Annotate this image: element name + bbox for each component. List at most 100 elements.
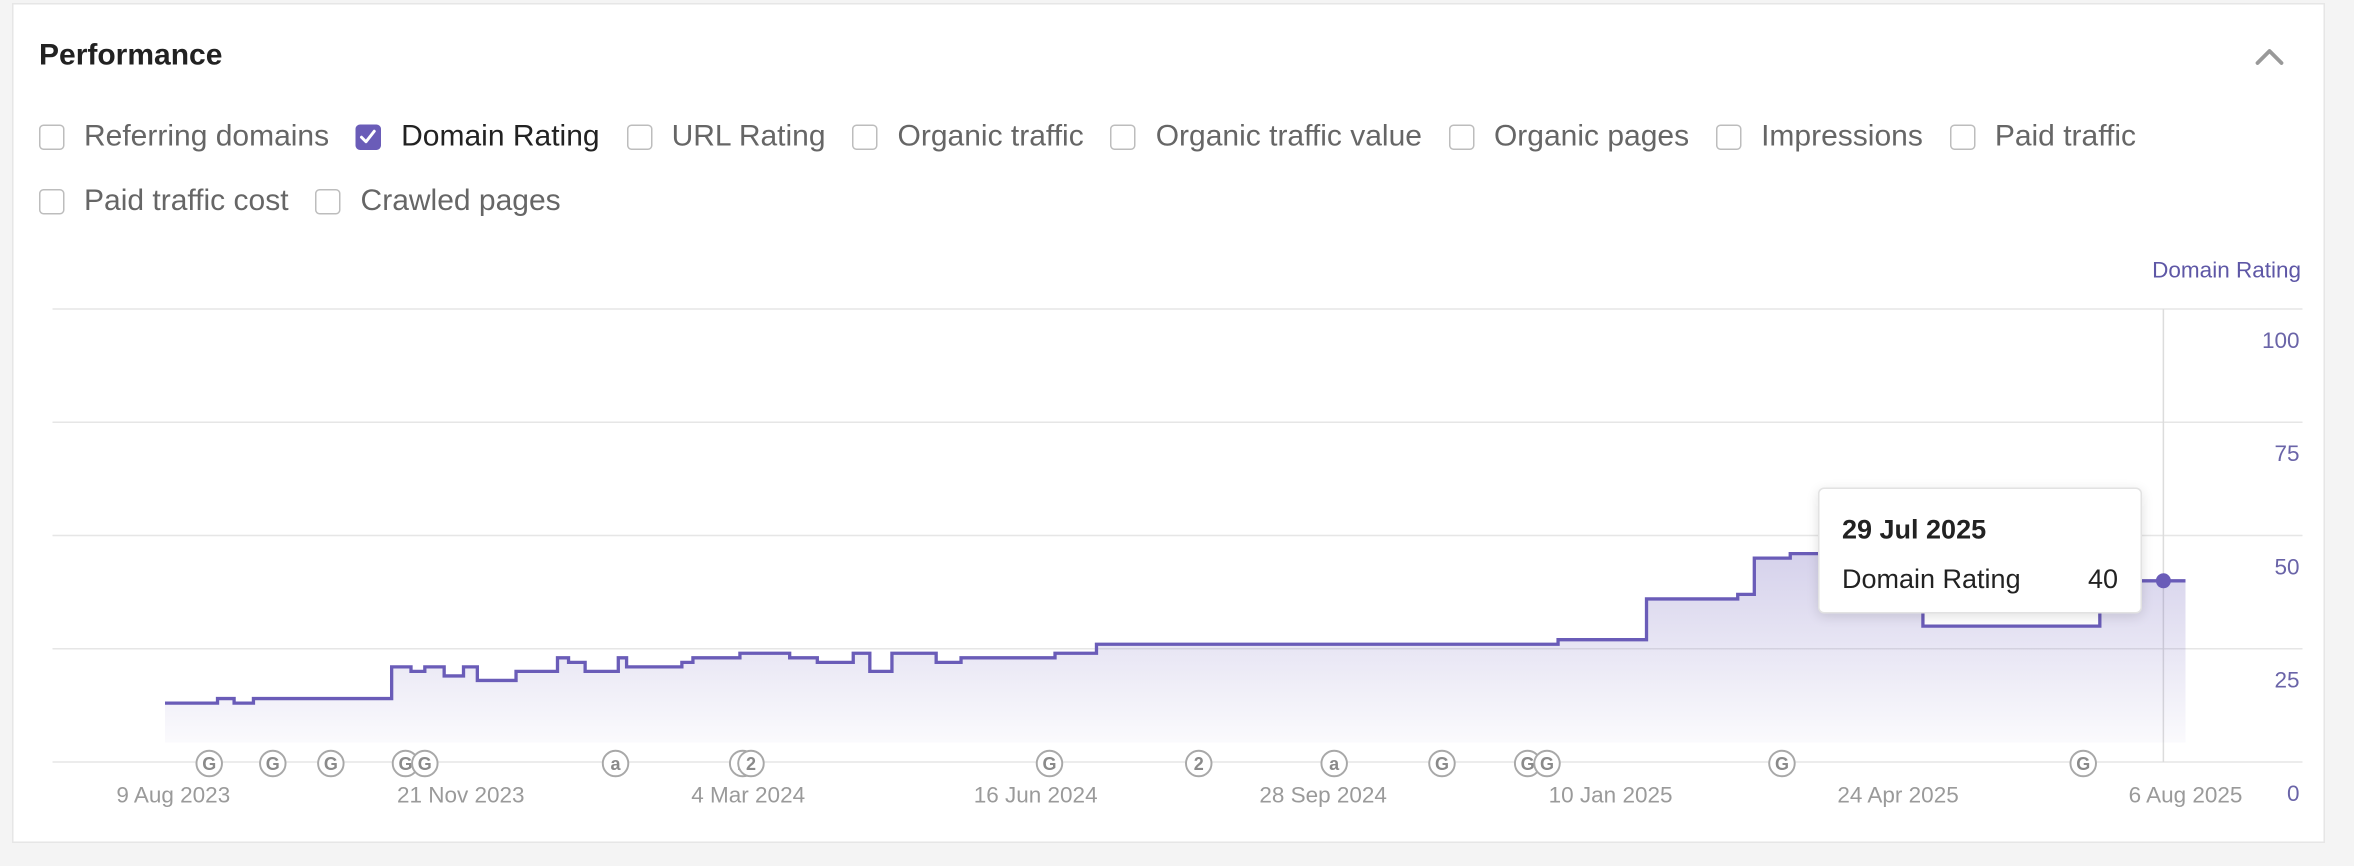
checkbox-box bbox=[356, 123, 382, 150]
annotation[interactable]: a bbox=[1320, 749, 1348, 778]
annotation-label: G bbox=[202, 754, 216, 774]
annotation-circle bbox=[737, 749, 765, 778]
checkbox-box bbox=[1110, 123, 1137, 150]
area bbox=[165, 553, 2186, 743]
checkbox-label: Domain Rating bbox=[401, 119, 600, 153]
checkbox-label: Impressions bbox=[1761, 119, 1923, 153]
annotation-circle bbox=[2069, 749, 2097, 778]
x-tick-label: 4 Mar 2024 bbox=[691, 782, 805, 807]
annotation[interactable]: a bbox=[601, 749, 630, 778]
annotation[interactable]: G bbox=[317, 749, 345, 778]
annotation-circle bbox=[1035, 749, 1064, 778]
annotation-label: G bbox=[398, 754, 412, 774]
annotation-circle bbox=[259, 749, 287, 778]
metric-checkbox[interactable]: Paid traffic bbox=[1949, 114, 2136, 159]
metric-checkbox[interactable]: Referring domains bbox=[39, 114, 329, 159]
checkbox-label: Paid traffic cost bbox=[84, 183, 289, 217]
annotation[interactable]: G bbox=[2069, 749, 2097, 778]
metric-checkbox[interactable]: Crawled pages bbox=[315, 179, 561, 224]
annotation[interactable]: G bbox=[259, 749, 287, 778]
annotation-circle bbox=[601, 749, 630, 778]
x-tick-label: 6 Aug 2025 bbox=[2129, 782, 2243, 807]
metric-checkbox[interactable]: Impressions bbox=[1716, 114, 1923, 159]
annotation[interactable]: G bbox=[1035, 749, 1064, 778]
checkbox-box bbox=[39, 123, 65, 150]
annotation-label: G bbox=[1521, 754, 1535, 774]
checkbox-label: URL Rating bbox=[671, 119, 826, 153]
tooltip-value: 40 bbox=[2087, 564, 2118, 594]
annotation-label: G bbox=[1435, 754, 1449, 774]
annotation-label: 2 bbox=[746, 754, 756, 774]
y-axis-title: Domain Rating bbox=[2152, 257, 2301, 282]
checkbox-box bbox=[1448, 123, 1475, 150]
checkbox-box bbox=[852, 123, 879, 150]
annotation-label: 2 bbox=[1194, 754, 1204, 774]
annotation-label: G bbox=[324, 754, 338, 774]
annotation-circle bbox=[1533, 749, 1561, 778]
tooltip-series: Domain Rating bbox=[1842, 564, 2021, 594]
x-tick-label: 24 Apr 2025 bbox=[1837, 782, 1958, 807]
annotation-circle bbox=[1428, 749, 1456, 778]
annotation[interactable]: G bbox=[391, 749, 420, 778]
metric-checkbox[interactable]: Organic traffic bbox=[852, 114, 1084, 159]
line bbox=[165, 551, 2186, 705]
annotation[interactable]: 2 bbox=[1185, 749, 1213, 778]
checkbox-box bbox=[1949, 123, 1976, 150]
annotation[interactable]: G bbox=[1428, 749, 1456, 778]
y-tick-label: 100 bbox=[2262, 328, 2300, 353]
annotation-circle bbox=[317, 749, 345, 778]
annotation-circle bbox=[1185, 749, 1213, 778]
checkbox-label: Organic traffic bbox=[897, 119, 1084, 153]
check-icon bbox=[360, 129, 377, 143]
x-tick-label: 28 Sep 2024 bbox=[1259, 782, 1387, 807]
annotation-label: a bbox=[611, 754, 622, 774]
panel-title: Performance bbox=[39, 39, 223, 72]
metric-checkbox[interactable]: Organic traffic value bbox=[1110, 114, 1422, 159]
annotation-label: G bbox=[1775, 754, 1789, 774]
annotation-label: G bbox=[1042, 754, 1056, 774]
annotation-circle bbox=[411, 749, 439, 778]
metric-checkbox[interactable]: Domain Rating bbox=[356, 114, 600, 159]
annotation[interactable]: G bbox=[195, 749, 223, 778]
checkbox-box bbox=[315, 188, 342, 214]
x-tick-label: 16 Jun 2024 bbox=[974, 782, 1098, 807]
y-tick-label: 75 bbox=[2274, 441, 2299, 466]
checkbox-label: Organic traffic value bbox=[1155, 119, 1422, 153]
y-tick-label: 50 bbox=[2274, 554, 2299, 579]
metric-checkbox[interactable]: URL Rating bbox=[626, 114, 826, 159]
y-tick-label: 0 bbox=[2287, 781, 2300, 806]
x-tick-label: 10 Jan 2025 bbox=[1549, 782, 1673, 807]
checkbox-label: Referring domains bbox=[84, 119, 330, 153]
tooltip-point bbox=[2155, 573, 2171, 589]
annotation-label: G bbox=[266, 754, 280, 774]
collapse-button[interactable] bbox=[2253, 42, 2286, 72]
annotation-label: G bbox=[2076, 754, 2090, 774]
annotation-circle bbox=[1768, 749, 1796, 778]
annotation-circle bbox=[1320, 749, 1348, 778]
checkbox-box bbox=[39, 188, 65, 214]
x-tick-label: 21 Nov 2023 bbox=[397, 782, 525, 807]
tooltip: 29 Jul 2025 Domain Rating 40 bbox=[1818, 487, 2142, 614]
annotation-label: a bbox=[1329, 754, 1340, 774]
metric-checkbox[interactable]: Organic pages bbox=[1448, 114, 1690, 159]
annotation-label: G bbox=[418, 754, 432, 774]
metric-options: Referring domains Domain Rating URL Rating… bbox=[39, 114, 2289, 224]
checkbox-label: Organic pages bbox=[1493, 119, 1690, 153]
annotation-circle bbox=[195, 749, 223, 778]
annotation[interactable]: G bbox=[1768, 749, 1796, 778]
checkbox-box bbox=[626, 123, 653, 150]
checkbox-label: Crawled pages bbox=[360, 183, 561, 217]
annotation[interactable]: G bbox=[1533, 749, 1561, 778]
annotation[interactable]: G bbox=[411, 749, 439, 778]
checkbox-box bbox=[1716, 123, 1742, 150]
metric-checkbox[interactable]: Paid traffic cost bbox=[39, 179, 289, 224]
y-tick-label: 25 bbox=[2274, 668, 2299, 693]
checkbox-label: Paid traffic bbox=[1994, 119, 2136, 153]
x-tick-label: 9 Aug 2023 bbox=[116, 782, 230, 807]
tooltip-date: 29 Jul 2025 bbox=[1842, 514, 1987, 545]
annotation[interactable]: 2 bbox=[737, 749, 765, 778]
annotation-label: G bbox=[1540, 754, 1554, 774]
